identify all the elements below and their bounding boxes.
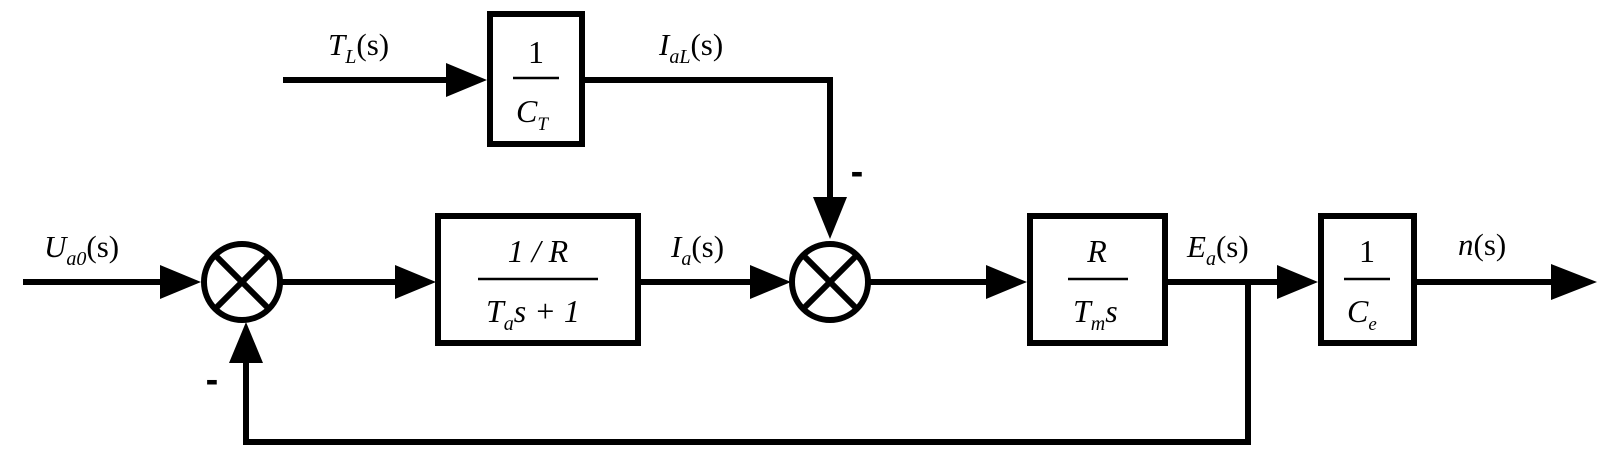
feedback-arrow (229, 322, 263, 363)
ea-arrow (1277, 265, 1318, 299)
n-label: n(s) (1458, 227, 1506, 262)
load-minus-sign: - (851, 151, 864, 193)
tl-arrow (446, 63, 487, 97)
tl-label: TL(s) (328, 27, 389, 68)
ua0-label: Ua0(s) (44, 229, 119, 270)
block-mechanical-denominator: Tms (1073, 293, 1118, 335)
block-ce-numerator: 1 (1359, 233, 1375, 269)
block-armature-denominator: Tas + 1 (486, 293, 580, 335)
summing-junction-1 (201, 241, 283, 323)
block-ce-denominator: Ce (1347, 293, 1377, 335)
sum1-arrow (395, 265, 436, 299)
ial-label: IaL(s) (658, 27, 723, 68)
ia-label: Ia(s) (670, 229, 724, 270)
block-ct-denominator: CT (516, 93, 549, 135)
block-ct-numerator: 1 (528, 34, 544, 70)
summing-junction-2 (789, 241, 871, 323)
ea-label: Ea(s) (1186, 229, 1249, 270)
feedback-minus-sign: - (206, 359, 219, 401)
feedback-line (243, 282, 1251, 445)
ial-arrow (813, 197, 847, 239)
ial-line (582, 77, 833, 207)
n-output-arrow (1551, 264, 1597, 300)
block-mechanical-numerator: R (1086, 233, 1107, 269)
ia-arrow (750, 265, 791, 299)
sum2-arrow (986, 265, 1027, 299)
ua0-arrow (160, 265, 201, 299)
block-armature-numerator: 1 / R (508, 233, 569, 269)
